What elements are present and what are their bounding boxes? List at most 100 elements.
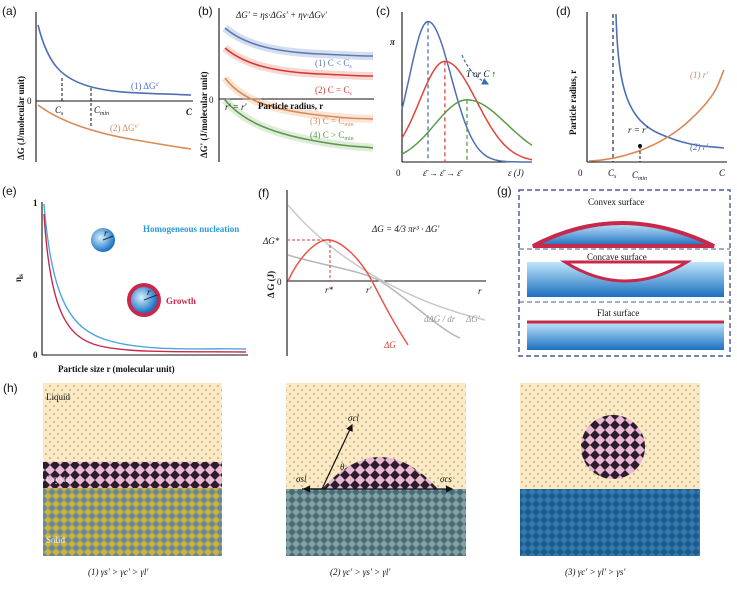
sigma-cl-label: σcl: [348, 413, 359, 423]
cmin-label: Cmin: [632, 170, 647, 182]
convex-label: Convex surface: [588, 197, 644, 207]
y-axis-label: Δ G (J): [266, 271, 276, 298]
sigma-cs-label: σcs: [440, 474, 452, 484]
y-axis-label: ΔG' (J/molecular unit): [199, 72, 209, 158]
crystal-label: Crystal: [46, 474, 72, 484]
origin-label: 0: [396, 168, 401, 178]
panel-d: (d) Particle radius, r 0 C r = r' (1) r'…: [556, 4, 727, 182]
curve2-label: (2) r': [690, 142, 709, 152]
curve-r-prime-1: [588, 69, 725, 162]
y-axis-label: π: [390, 37, 396, 47]
x-axis-label: ε (J): [508, 168, 524, 178]
x-axis-label: Particle size r (molecular unit): [58, 364, 175, 374]
solid-region: [43, 488, 222, 556]
origin-label: 0: [578, 168, 583, 178]
radius-label: r: [104, 228, 108, 238]
solid-region: [520, 489, 700, 556]
panel-label-b: (b): [198, 4, 213, 18]
panel-h: (h) Liquid Crystal Solid (1) γs' > γc' >…: [3, 381, 700, 577]
curve-growth: [43, 213, 247, 353]
cs-label: Cs: [608, 168, 617, 180]
panel-b: (b) 0 ΔG' (J/molecular unit) ΔG' = ηs·ΔG…: [198, 4, 374, 162]
panel-label-d: (d): [556, 4, 571, 18]
r-prime-label: r': [366, 285, 373, 295]
curve1-label: (1) r': [690, 70, 709, 80]
growth-radius-label: r: [147, 287, 151, 297]
arrow-label: T or C ↑: [466, 69, 496, 79]
r-star-label: r*: [325, 285, 334, 295]
r-axis-label: r: [478, 286, 482, 296]
dg-label: ΔG: [383, 340, 396, 350]
panel-c: (c) π 0 ε (J) T or C ↑ ε̄ → ε̄ → ε̄: [376, 4, 533, 178]
curve-delta-gs: [37, 24, 192, 96]
subpanel-h3: (3) γc' > γl' > γs': [520, 383, 700, 577]
curve-1: [224, 27, 374, 57]
x-axis-label: C: [186, 107, 193, 117]
r-marker: r' = r': [225, 102, 248, 112]
curve-r-prime-2: [615, 13, 725, 149]
crystal-sphere: [581, 415, 645, 479]
equation: ΔG' = ηs·ΔGs' + ηv·ΔGv': [235, 10, 328, 20]
curve-delta-g: [287, 239, 409, 346]
crystal-cap: [322, 457, 438, 489]
equation: ΔG = 4/3 πr³ · ΔG': [371, 224, 440, 234]
curve-dgbar: [287, 204, 486, 321]
homogeneous-label: Homogeneous nucleation: [143, 224, 239, 234]
curve-2-label: (2) C = Cs: [315, 85, 352, 97]
distribution-curve-3: [401, 99, 533, 155]
convex-drop: [532, 221, 715, 248]
caption-1: (1) γs' > γc' > γl': [88, 567, 149, 577]
growth-label: Growth: [166, 296, 196, 306]
origin-label: 0: [277, 277, 282, 287]
panel-e: (e) 1 0 ηs Particle size r (molecular un…: [2, 184, 248, 374]
curve2-label: (2) ΔGv': [110, 123, 139, 133]
flat-label: Flat surface: [597, 308, 639, 318]
subpanel-h2: σcl σsl σcs θ (2) γc' > γs' > γl': [286, 383, 466, 577]
dg-star-label: ΔG*: [262, 236, 280, 246]
panel-label-f: (f): [258, 186, 269, 200]
radius-line: [102, 235, 114, 241]
dgbar-label: ΔG': [465, 314, 481, 324]
curve-3-label: (3) C = Cmin: [310, 116, 354, 128]
sigma-cl-arrow: [321, 423, 353, 490]
panel-f: (f) Δ G (J) 0 r ΔG = 4/3 πr³ · ΔG' ΔG* r…: [258, 186, 486, 356]
origin-label: 0: [27, 96, 32, 106]
panel-label-c: (c): [376, 4, 390, 18]
curve-4-label: (4) C > Cmin: [310, 130, 354, 142]
shift-arrow: [461, 54, 490, 85]
curve-4: [224, 99, 374, 149]
curve-derivative: [287, 254, 461, 339]
flat-block: [527, 322, 724, 350]
y-axis-label: Particle radius, r: [568, 70, 578, 135]
distribution-curves: [401, 20, 533, 163]
panel-label-g: (g): [497, 184, 512, 198]
y-axis-label: ηs: [13, 274, 25, 282]
curve1-label: (1) ΔGs': [131, 81, 159, 91]
concave-label: Concave surface: [587, 252, 647, 262]
panel-label-h: (h): [3, 381, 18, 395]
curve-homogeneous: [43, 203, 247, 350]
distribution-curve-1: [401, 20, 532, 163]
curve-1-label: (1) C < Cs: [315, 58, 352, 70]
solid-region: [286, 489, 466, 556]
panel-label-e: (e): [2, 184, 17, 198]
mean-tick-label: ε̄ → ε̄ → ε̄: [423, 168, 464, 178]
y-bottom-label: 0: [33, 350, 38, 360]
curve-2: [224, 47, 374, 77]
y-top-label: 1: [33, 198, 38, 208]
solid-label: Solid: [46, 535, 66, 545]
liquid-label: Liquid: [46, 392, 70, 402]
subpanel-h1: Liquid Crystal Solid (1) γs' > γc' > γl': [43, 383, 222, 577]
panel-label-a: (a): [2, 4, 17, 18]
sigma-sl-label: σsl: [296, 474, 307, 484]
x-axis-label: C: [719, 168, 726, 178]
derivative-label: dΔG / dr: [424, 314, 456, 324]
origin-label: 0: [209, 95, 214, 105]
concave-surface: [559, 260, 693, 283]
panel-frame: [518, 189, 731, 357]
liquid-region: [43, 383, 222, 462]
cs-label: Cs: [55, 105, 64, 117]
panel-g: (g) Convex surface Concave surface Flat …: [497, 184, 731, 357]
cmin-label: Cmin: [94, 105, 109, 117]
